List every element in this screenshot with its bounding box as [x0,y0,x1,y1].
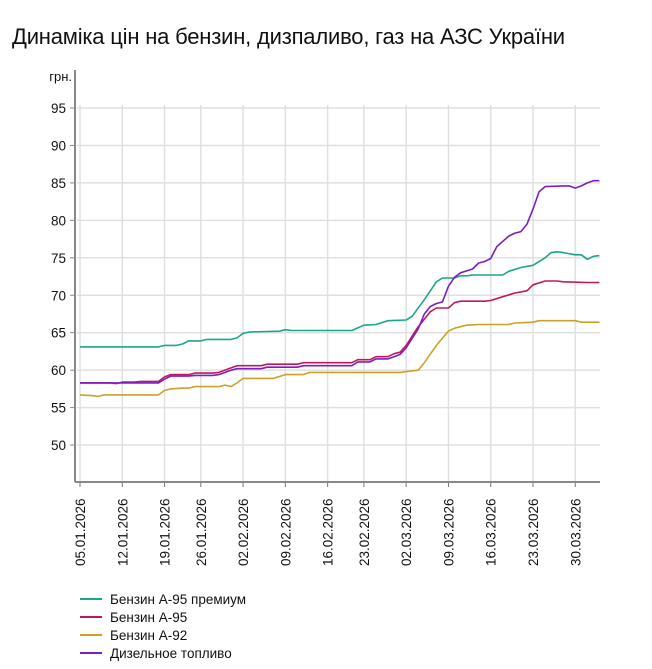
y-tick-label: 65 [51,326,66,341]
x-tick-label: 23.02.2026 [357,498,372,566]
legend-swatch-icon [80,652,102,654]
legend-label: Бензин А-95 премиум [110,591,247,607]
chart-title: Динаміка цін на бензин, дизпаливо, газ н… [12,24,565,49]
x-tick-label: 02.02.2026 [236,498,251,566]
legend-swatch-icon [80,598,102,600]
x-tick-label: 05.01.2026 [73,498,88,566]
x-tick-label: 16.03.2026 [484,498,499,566]
x-tick-label: 30.03.2026 [568,498,583,566]
y-tick-label: 95 [51,101,66,116]
y-tick-label: 50 [51,438,66,453]
x-tick-label: 19.01.2026 [158,498,173,566]
y-tick-label: 70 [51,288,66,303]
series-line-1 [80,280,600,385]
legend-label: Дизельное топливо [110,645,232,661]
series-line-3 [80,179,600,384]
legend-swatch-icon [80,634,102,636]
series-line-0 [80,251,600,348]
legend-item-a92: Бензин А-92 [80,626,246,644]
y-tick-label: 85 [51,176,66,191]
legend-item-diesel: Дизельное топливо [80,644,246,662]
y-tick-label: 55 [51,401,66,416]
legend-swatch-icon [80,616,102,618]
y-axis-label: грн. [49,69,72,84]
y-tick-label: 80 [51,213,66,228]
x-tick-label: 12.01.2026 [115,498,130,566]
y-tick-label: 60 [51,363,66,378]
chart-legend: Бензин А-95 премиум Бензин А-95 Бензин А… [80,590,246,662]
y-tick-label: 75 [51,251,66,266]
legend-item-a95-premium: Бензин А-95 премиум [80,590,246,608]
y-tick-label: 90 [51,138,66,153]
x-tick-label: 09.03.2026 [441,498,456,566]
line-chart: 50 55 60 65 70 75 80 85 90 95 05.01.2026 12.01.2026… [49,69,600,566]
legend-label: Бензин А-92 [110,627,188,643]
x-tick-label: 26.01.2026 [194,498,209,566]
series-line-2 [79,319,600,398]
legend-label: Бензин А-95 [110,609,188,625]
x-tick-label: 16.02.2026 [321,498,336,566]
legend-item-a95: Бензин А-95 [80,608,246,626]
x-tick-label: 02.03.2026 [399,498,414,566]
x-tick-label: 23.03.2026 [526,498,541,566]
x-tick-label: 09.02.2026 [278,498,293,566]
